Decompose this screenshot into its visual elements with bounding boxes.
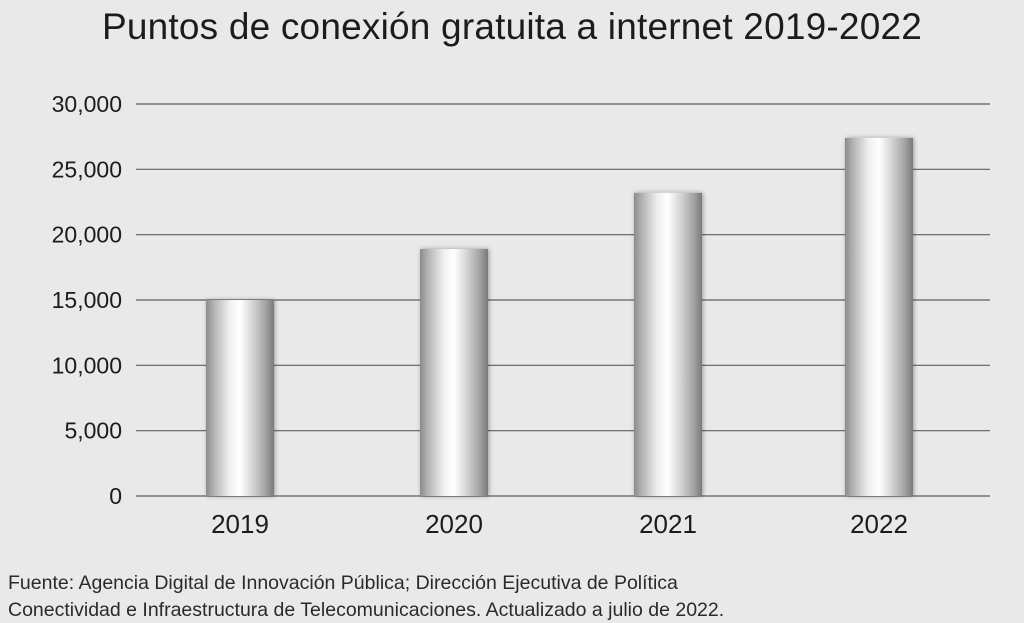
y-tick-label: 10,000	[52, 352, 122, 378]
bar-2021	[634, 192, 702, 496]
bar-2019	[206, 300, 274, 496]
source-note: Fuente: Agencia Digital de Innovación Pú…	[8, 570, 724, 623]
source-line-1: Fuente: Agencia Digital de Innovación Pú…	[8, 572, 678, 594]
source-line-2: Conectividad e Infraestructura de Teleco…	[8, 599, 725, 621]
y-axis-ticks: 0 5,000 10,000 15,000 20,000 25,000 30,000	[52, 91, 122, 509]
x-tick-label: 2020	[425, 509, 483, 539]
x-tick-label: 2022	[850, 509, 908, 539]
bar-2020	[420, 249, 488, 496]
x-axis-ticks: 2019 2020 2021 2022	[211, 509, 908, 539]
x-tick-label: 2021	[639, 509, 697, 539]
y-tick-label: 0	[109, 483, 122, 509]
y-tick-label: 30,000	[52, 91, 122, 117]
y-tick-label: 20,000	[52, 222, 122, 248]
chart-title: Puntos de conexión gratuita a internet 2…	[101, 6, 923, 47]
x-tick-label: 2019	[211, 509, 269, 539]
y-tick-label: 25,000	[52, 156, 122, 182]
y-tick-label: 5,000	[64, 418, 122, 444]
bar-2022	[845, 137, 913, 496]
y-tick-label: 15,000	[52, 287, 122, 313]
bars	[206, 137, 913, 496]
